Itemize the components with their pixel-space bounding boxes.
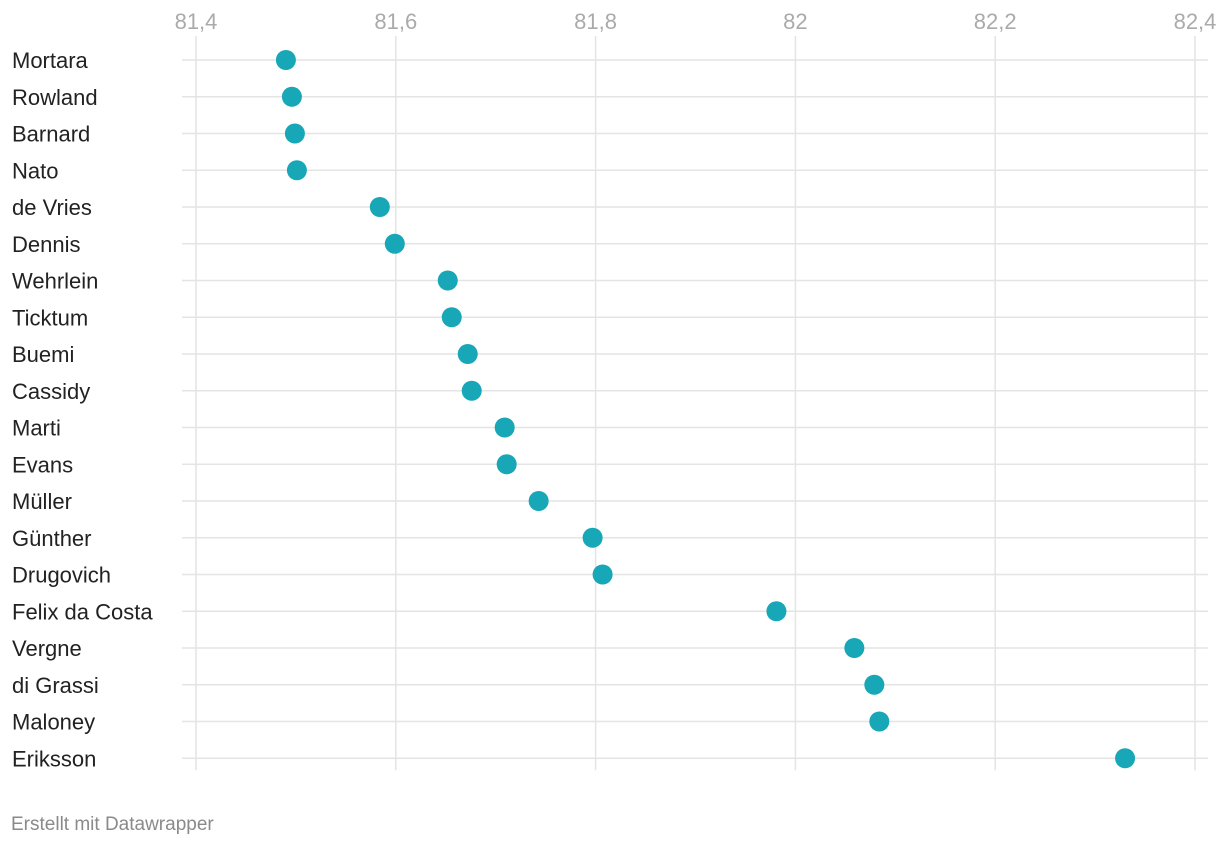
x-tick-label: 81,8	[574, 9, 617, 34]
x-tick-label: 82,4	[1174, 9, 1217, 34]
row-label: Cassidy	[12, 379, 90, 404]
data-point	[494, 417, 515, 438]
row-label: Drugovich	[12, 563, 111, 588]
row-label: Dennis	[12, 232, 80, 257]
row-label: Müller	[12, 489, 72, 514]
row-label: Wehrlein	[12, 269, 98, 294]
row-label: Buemi	[12, 342, 74, 367]
data-point	[461, 380, 482, 401]
row-label: Mortara	[12, 48, 89, 73]
x-tick-label: 82	[783, 9, 807, 34]
grid-lines	[182, 36, 1208, 771]
data-point	[437, 270, 458, 291]
footer-credit: Erstellt mit Datawrapper	[11, 814, 214, 835]
row-label: Barnard	[12, 122, 90, 147]
data-point	[281, 86, 302, 107]
dot-plot-chart: 81,4 81,6 81,8 82 82,2 82,4 Mortara Rowland Bar…	[12, 9, 1217, 771]
row-label: Nato	[12, 158, 58, 183]
data-point	[864, 674, 885, 695]
data-point	[441, 307, 462, 328]
data-point	[457, 344, 478, 364]
row-label: Eriksson	[12, 746, 96, 771]
data-point	[869, 711, 890, 732]
row-labels: Mortara Rowland Barnard Nato de Vries Dennis W…	[12, 48, 153, 771]
data-point	[844, 638, 865, 658]
row-label: Rowland	[12, 85, 98, 110]
data-point	[528, 491, 549, 511]
row-label: Marti	[12, 416, 61, 441]
x-axis-ticks: 81,4 81,6 81,8 82 82,2 82,4	[175, 9, 1217, 34]
data-point	[284, 123, 305, 144]
row-label: Felix da Costa	[12, 599, 153, 624]
data-point	[496, 454, 517, 475]
data-point	[384, 233, 405, 254]
data-point	[286, 160, 307, 181]
row-label: Günther	[12, 526, 92, 551]
row-label: Vergne	[12, 636, 82, 661]
row-label: Maloney	[12, 710, 95, 735]
row-label: Evans	[12, 452, 73, 477]
row-label: Ticktum	[12, 305, 88, 330]
data-point	[582, 527, 603, 548]
x-tick-label: 81,4	[175, 9, 218, 34]
data-point	[275, 50, 296, 70]
data-point	[592, 564, 613, 585]
row-label: de Vries	[12, 195, 92, 220]
data-point	[766, 601, 787, 622]
data-points	[275, 50, 1136, 769]
data-point	[369, 197, 390, 217]
row-label: di Grassi	[12, 673, 99, 698]
x-tick-label: 82,2	[974, 9, 1017, 34]
data-point	[1115, 748, 1136, 769]
x-tick-label: 81,6	[374, 9, 417, 34]
